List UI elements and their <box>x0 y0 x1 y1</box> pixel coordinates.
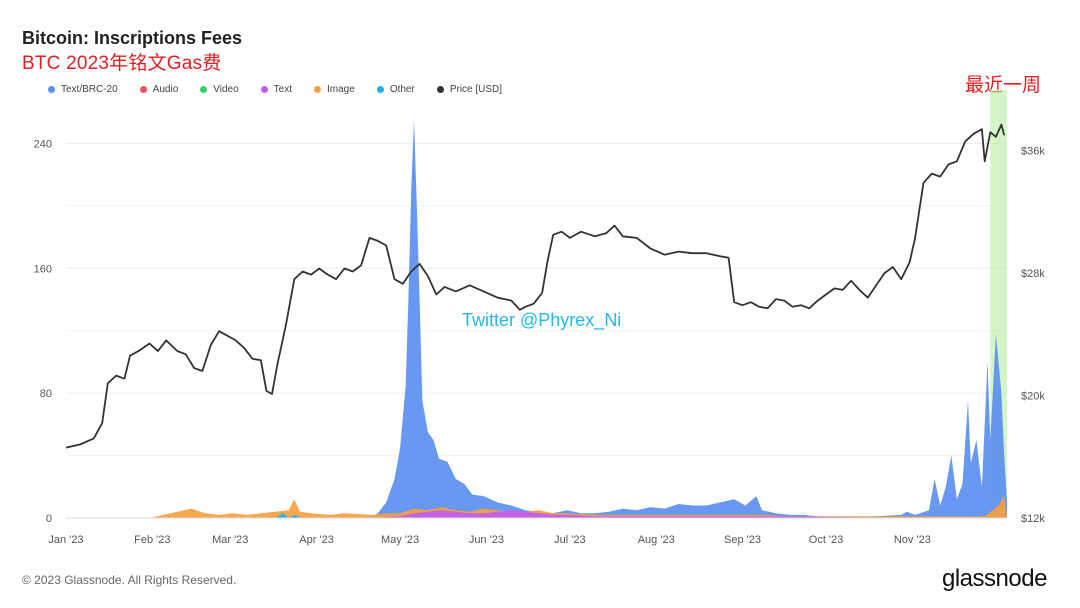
legend: Text/BRC-20 Audio Video Text Image Other Price… <box>48 84 502 95</box>
watermark-text: Twitter @Phyrex_Ni <box>462 310 622 330</box>
legend-item[interactable]: Price [USD] <box>436 84 503 95</box>
legend-label: Audio <box>152 84 179 95</box>
x-tick-label: Jan '23 <box>48 534 83 546</box>
y-left-tick-label: 240 <box>34 138 52 150</box>
legend-label: Image <box>327 84 355 95</box>
legend-item[interactable]: Audio <box>139 84 179 95</box>
x-tick-label: Jul '23 <box>554 534 585 546</box>
legend-marker <box>48 86 55 93</box>
y-right-tick-label: $36k <box>1021 146 1045 158</box>
x-tick-label: Mar '23 <box>212 534 248 546</box>
legend-label: Text <box>273 84 293 95</box>
legend-marker <box>260 86 268 93</box>
legend-item[interactable]: Other <box>376 84 415 95</box>
x-tick-label: Jun '23 <box>469 534 504 546</box>
legend-marker <box>139 86 147 93</box>
x-tick-label: Feb '23 <box>134 534 170 546</box>
legend-label: Text/BRC-20 <box>61 84 118 95</box>
legend-label: Video <box>213 84 239 95</box>
y-left-tick-label: 160 <box>34 263 52 275</box>
brand-logo: glassnode <box>942 565 1047 592</box>
x-tick-label: Apr '23 <box>299 534 334 546</box>
x-tick-label: Sep '23 <box>724 534 761 546</box>
legend-item[interactable]: Image <box>314 84 355 95</box>
y-right-tick-label: $12k <box>1021 513 1045 525</box>
x-tick-label: Nov '23 <box>894 534 931 546</box>
legend-item[interactable]: Text <box>260 84 293 95</box>
legend-marker <box>314 86 322 93</box>
y-right-tick-label: $28k <box>1021 268 1045 280</box>
chart-subtitle: BTC 2023年铭文Gas费 <box>22 53 222 74</box>
area-series-image <box>66 496 1007 518</box>
y-left-tick-label: 80 <box>40 388 52 400</box>
y-left-tick-label: 0 <box>46 513 52 525</box>
x-tick-label: Oct '23 <box>809 534 844 546</box>
copyright-footer: © 2023 Glassnode. All Rights Reserved. <box>22 573 237 587</box>
x-tick-label: Aug '23 <box>638 534 675 546</box>
legend-item[interactable]: Video <box>200 84 239 95</box>
recent-week-annotation: 最近一周 <box>965 75 1042 96</box>
legend-label: Other <box>389 84 415 95</box>
legend-item[interactable]: Text/BRC-20 <box>48 84 118 95</box>
legend-marker <box>436 86 444 93</box>
price-line <box>65 123 1006 449</box>
x-tick-label: May '23 <box>381 534 419 546</box>
area-series-text <box>66 510 1007 518</box>
legend-marker <box>200 86 208 93</box>
chart-title: Bitcoin: Inscriptions Fees <box>22 28 243 48</box>
legend-label: Price [USD] <box>449 84 503 95</box>
y-right-tick-label: $20k <box>1021 391 1045 403</box>
legend-marker <box>376 86 384 93</box>
